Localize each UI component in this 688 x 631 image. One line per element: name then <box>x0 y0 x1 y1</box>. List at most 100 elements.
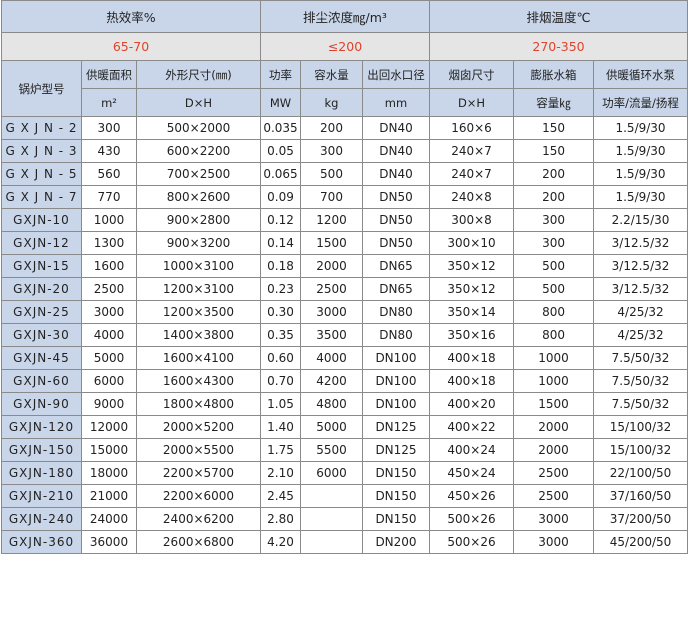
cell-pump: 1.5/9/30 <box>593 162 688 186</box>
cell-chimney: 350×12 <box>429 277 515 301</box>
table-row: G X J N - 5 560 700×2500 0.065 500 DN40 240×7 2… <box>1 162 688 186</box>
cell-chimney: 240×7 <box>429 139 515 163</box>
cell-pump: 7.5/50/32 <box>593 346 688 370</box>
cell-area: 1600 <box>81 254 137 278</box>
cell-dims: 800×2600 <box>136 185 261 209</box>
cell-tank: 1500 <box>513 392 595 416</box>
boiler-spec-table: 热效率% 排尘浓度㎎/m³ 排烟温度℃ 65-70 ≤200 270-350 锅… <box>1 0 688 554</box>
cell-pipe: DN65 <box>361 277 431 301</box>
cell-pipe: DN50 <box>361 185 431 209</box>
cell-area: 560 <box>81 162 137 186</box>
cell-water: 1200 <box>300 208 363 232</box>
cell-model: GXJN-25 <box>1 300 82 324</box>
unit-chimney: D×H <box>429 88 515 117</box>
cell-tank: 800 <box>513 323 595 347</box>
cell-pump: 3/12.5/32 <box>593 231 688 255</box>
table-row: GXJN-30 4000 1400×3800 0.35 3500 DN80 350×16 80… <box>1 323 688 347</box>
cell-water: 4200 <box>300 369 363 393</box>
cell-pump: 45/200/50 <box>593 530 688 554</box>
column-header-row: 锅炉型号 供暖面积 外形尺寸(㎜) 功率 容水量 出回水口径 烟囱尺寸 膨胀水箱… <box>1 60 688 117</box>
cell-pipe: DN50 <box>361 231 431 255</box>
cell-area: 2500 <box>81 277 137 301</box>
cell-model: GXJN-15 <box>1 254 82 278</box>
cell-power: 0.70 <box>260 369 301 393</box>
cell-chimney: 400×20 <box>429 392 515 416</box>
cell-pipe: DN150 <box>361 484 431 508</box>
cell-tank: 200 <box>513 185 595 209</box>
cell-pipe: DN50 <box>361 208 431 232</box>
cell-pump: 1.5/9/30 <box>593 116 688 140</box>
cell-dims: 1000×3100 <box>136 254 261 278</box>
cell-chimney: 500×26 <box>429 507 515 531</box>
cell-pipe: DN125 <box>361 438 431 462</box>
table-row: GXJN-10 1000 900×2800 0.12 1200 DN50 300×8 300 2… <box>1 208 688 232</box>
dust-concentration-label: 排尘浓度㎎/m³ <box>259 0 431 33</box>
cell-tank: 500 <box>513 254 595 278</box>
table-row: GXJN-240 24000 2400×6200 2.80 DN150 500×26 300… <box>1 507 688 531</box>
cell-area: 430 <box>81 139 137 163</box>
cell-power: 0.05 <box>260 139 301 163</box>
cell-model: GXJN-12 <box>1 231 82 255</box>
cell-dims: 2000×5500 <box>136 438 261 462</box>
cell-dims: 2000×5200 <box>136 415 261 439</box>
cell-pump: 37/200/50 <box>593 507 688 531</box>
cell-tank: 3000 <box>513 507 595 531</box>
cell-power: 0.23 <box>260 277 301 301</box>
cell-pipe: DN40 <box>361 139 431 163</box>
cell-model: GXJN-60 <box>1 369 82 393</box>
cell-dims: 2400×6200 <box>136 507 261 531</box>
cell-pump: 7.5/50/32 <box>593 369 688 393</box>
efficiency-label: 热效率% <box>1 0 261 33</box>
cell-power: 1.40 <box>260 415 301 439</box>
cell-water: 500 <box>300 162 363 186</box>
cell-model: GXJN-90 <box>1 392 82 416</box>
table-row: GXJN-20 2500 1200×3100 0.23 2500 DN65 350×12 50… <box>1 277 688 301</box>
cell-pump: 3/12.5/32 <box>593 277 688 301</box>
cell-dims: 900×2800 <box>136 208 261 232</box>
cell-dims: 1800×4800 <box>136 392 261 416</box>
cell-model: GXJN-120 <box>1 415 82 439</box>
cell-pump: 22/100/50 <box>593 461 688 485</box>
smoke-temperature-value: 270-350 <box>429 32 688 61</box>
cell-dims: 600×2200 <box>136 139 261 163</box>
column-header-tank: 膨胀水箱 <box>513 60 595 89</box>
cell-dims: 500×2000 <box>136 116 261 140</box>
cell-pump: 2.2/15/30 <box>593 208 688 232</box>
cell-model: GXJN-10 <box>1 208 82 232</box>
cell-model: GXJN-210 <box>1 484 82 508</box>
table-row: GXJN-12 1300 900×3200 0.14 1500 DN50 300×10 300… <box>1 231 688 255</box>
cell-pipe: DN100 <box>361 392 431 416</box>
cell-power: 1.75 <box>260 438 301 462</box>
cell-pump: 4/25/32 <box>593 323 688 347</box>
cell-power: 0.035 <box>260 116 301 140</box>
cell-power: 4.20 <box>260 530 301 554</box>
cell-model: G X J N - 3 <box>1 139 82 163</box>
cell-tank: 150 <box>513 116 595 140</box>
cell-area: 1000 <box>81 208 137 232</box>
cell-tank: 300 <box>513 231 595 255</box>
cell-water: 5000 <box>300 415 363 439</box>
cell-pipe: DN125 <box>361 415 431 439</box>
cell-tank: 500 <box>513 277 595 301</box>
cell-model: G X J N - 7 <box>1 185 82 209</box>
cell-model: GXJN-240 <box>1 507 82 531</box>
table-row: GXJN-120 12000 2000×5200 1.40 5000 DN125 400×2… <box>1 415 688 439</box>
cell-dims: 2200×6000 <box>136 484 261 508</box>
table-row: G X J N - 7 770 800×2600 0.09 700 DN50 240×8 20… <box>1 185 688 209</box>
unit-water: kg <box>300 88 363 117</box>
cell-water: 1500 <box>300 231 363 255</box>
unit-area: m² <box>81 88 137 117</box>
cell-dims: 700×2500 <box>136 162 261 186</box>
cell-area: 36000 <box>81 530 137 554</box>
cell-model: GXJN-20 <box>1 277 82 301</box>
cell-tank: 2000 <box>513 415 595 439</box>
cell-chimney: 450×26 <box>429 484 515 508</box>
cell-area: 6000 <box>81 369 137 393</box>
unit-power: MW <box>260 88 301 117</box>
cell-power: 2.10 <box>260 461 301 485</box>
table-row: GXJN-180 18000 2200×5700 2.10 6000 DN150 450×2… <box>1 461 688 485</box>
cell-water <box>300 530 363 554</box>
cell-tank: 3000 <box>513 530 595 554</box>
cell-power: 2.45 <box>260 484 301 508</box>
cell-model: G X J N - 2 <box>1 116 82 140</box>
